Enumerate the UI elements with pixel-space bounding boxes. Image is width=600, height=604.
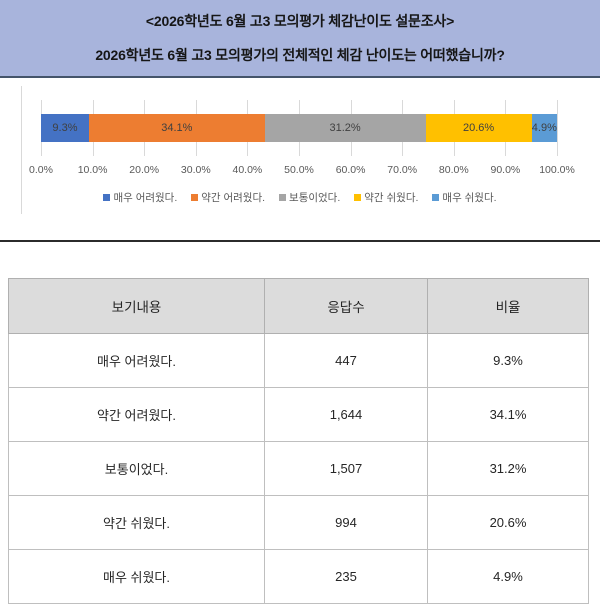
x-axis-tick-label: 70.0% — [387, 164, 418, 176]
bar-segment-label: 34.1% — [161, 122, 193, 134]
legend-swatch-icon — [279, 194, 287, 201]
x-axis-tick-label: 20.0% — [129, 164, 160, 176]
legend-item[interactable]: 매우 쉬웠다. — [432, 190, 497, 205]
legend-swatch-icon — [103, 194, 111, 201]
legend-item[interactable]: 매우 어려웠다. — [103, 190, 177, 205]
option-cell: 매우 어려웠다. — [8, 333, 265, 388]
count-cell: 1,507 — [264, 441, 428, 496]
legend-label: 매우 쉬웠다. — [442, 192, 497, 204]
count-cell: 447 — [264, 333, 428, 388]
chart-plot-area: 9.3% 34.1% 31.2% 20.6% 4.9% — [41, 100, 558, 156]
count-cell: 235 — [264, 549, 428, 604]
x-axis-tick-label: 80.0% — [438, 164, 469, 176]
table-row: 약간 어려웠다. 1,644 34.1% — [8, 387, 589, 442]
legend-item[interactable]: 보통이었다. — [279, 190, 340, 205]
bar-segment-label: 4.9% — [531, 122, 557, 134]
ratio-cell: 20.6% — [427, 495, 589, 550]
count-cell: 1,644 — [264, 387, 428, 442]
bar-segment: 9.3% — [41, 114, 89, 142]
survey-header-banner: <2026학년도 6월 고3 모의평가 체감난이도 설문조사> 2026학년도 … — [0, 0, 600, 78]
legend-swatch-icon — [191, 194, 199, 201]
x-axis-tick-label: 90.0% — [490, 164, 521, 176]
stacked-bar-chart: 9.3% 34.1% 31.2% 20.6% 4.9% 0.0% 10.0% 20.0% 30… — [0, 78, 600, 238]
column-header-ratio: 비율 — [427, 278, 589, 334]
ratio-cell: 9.3% — [427, 333, 589, 388]
table-body: 매우 어려웠다. 447 9.3% 약간 어려웠다. 1,644 34.1% 보통이었다. 1… — [8, 333, 589, 604]
column-header-option: 보기내용 — [8, 278, 265, 334]
table-header-row: 보기내용 응답수 비율 — [8, 278, 589, 334]
section-divider — [0, 240, 600, 242]
legend-swatch-icon — [354, 194, 362, 201]
legend-item[interactable]: 약간 어려웠다. — [191, 190, 265, 205]
survey-question: 2026학년도 6월 고3 모의평가의 전체적인 체감 난이도는 어떠했습니까? — [95, 47, 505, 63]
x-axis-tick-label: 100.0% — [539, 164, 575, 176]
bar-segment-label: 20.6% — [463, 122, 495, 134]
results-table-wrapper: 보기내용 응답수 비율 매우 어려웠다. 447 9.3% 약간 어려웠다. 1,644… — [8, 278, 589, 604]
ratio-cell: 34.1% — [427, 387, 589, 442]
x-axis-tick-label: 60.0% — [335, 164, 366, 176]
table-row: 매우 쉬웠다. 235 4.9% — [8, 549, 589, 604]
option-cell: 매우 쉬웠다. — [8, 549, 265, 604]
results-table: 보기내용 응답수 비율 매우 어려웠다. 447 9.3% 약간 어려웠다. 1,644… — [8, 278, 589, 604]
survey-title: <2026학년도 6월 고3 모의평가 체감난이도 설문조사> — [145, 13, 455, 29]
legend-swatch-icon — [432, 194, 440, 201]
table-row: 매우 어려웠다. 447 9.3% — [8, 333, 589, 388]
table-row: 약간 쉬웠다. 994 20.6% — [8, 495, 589, 550]
bar-segment: 34.1% — [88, 114, 265, 142]
legend-item[interactable]: 약간 쉬웠다. — [354, 190, 418, 205]
bar-segment: 4.9% — [531, 114, 557, 142]
chart-legend: 매우 어려웠다. 약간 어려웠다. 보통이었다. 약간 쉬웠다. 매우 쉬웠다. — [0, 190, 600, 205]
bar-segment: 20.6% — [425, 114, 532, 142]
ratio-cell: 4.9% — [427, 549, 589, 604]
legend-label: 약간 어려웠다. — [201, 192, 266, 204]
option-cell: 보통이었다. — [8, 441, 265, 496]
table-row: 보통이었다. 1,507 31.2% — [8, 441, 589, 496]
legend-label: 약간 쉬웠다. — [364, 192, 419, 204]
chart-x-axis-labels: 0.0% 10.0% 20.0% 30.0% 40.0% 50.0% 60.0% 70.0% 8… — [29, 164, 575, 180]
x-axis-tick-label: 10.0% — [77, 164, 108, 176]
option-cell: 약간 어려웠다. — [8, 387, 265, 442]
x-axis-tick-label: 50.0% — [284, 164, 314, 176]
legend-label: 매우 어려웠다. — [113, 192, 178, 204]
option-cell: 약간 쉬웠다. — [8, 495, 265, 550]
column-header-count: 응답수 — [264, 278, 428, 334]
x-axis-tick-label: 0.0% — [29, 164, 53, 176]
gridline — [557, 100, 558, 156]
x-axis-tick-label: 30.0% — [180, 164, 211, 176]
count-cell: 994 — [264, 495, 428, 550]
bar-segment-label: 9.3% — [52, 122, 78, 134]
bar-segment-label: 31.2% — [329, 122, 361, 134]
ratio-cell: 31.2% — [427, 441, 589, 496]
bar-segment: 31.2% — [264, 114, 426, 142]
legend-label: 보통이었다. — [289, 192, 341, 204]
chart-frame-edge — [21, 86, 22, 214]
stacked-bar-series: 9.3% 34.1% 31.2% 20.6% 4.9% — [41, 114, 557, 142]
x-axis-tick-label: 40.0% — [232, 164, 263, 176]
